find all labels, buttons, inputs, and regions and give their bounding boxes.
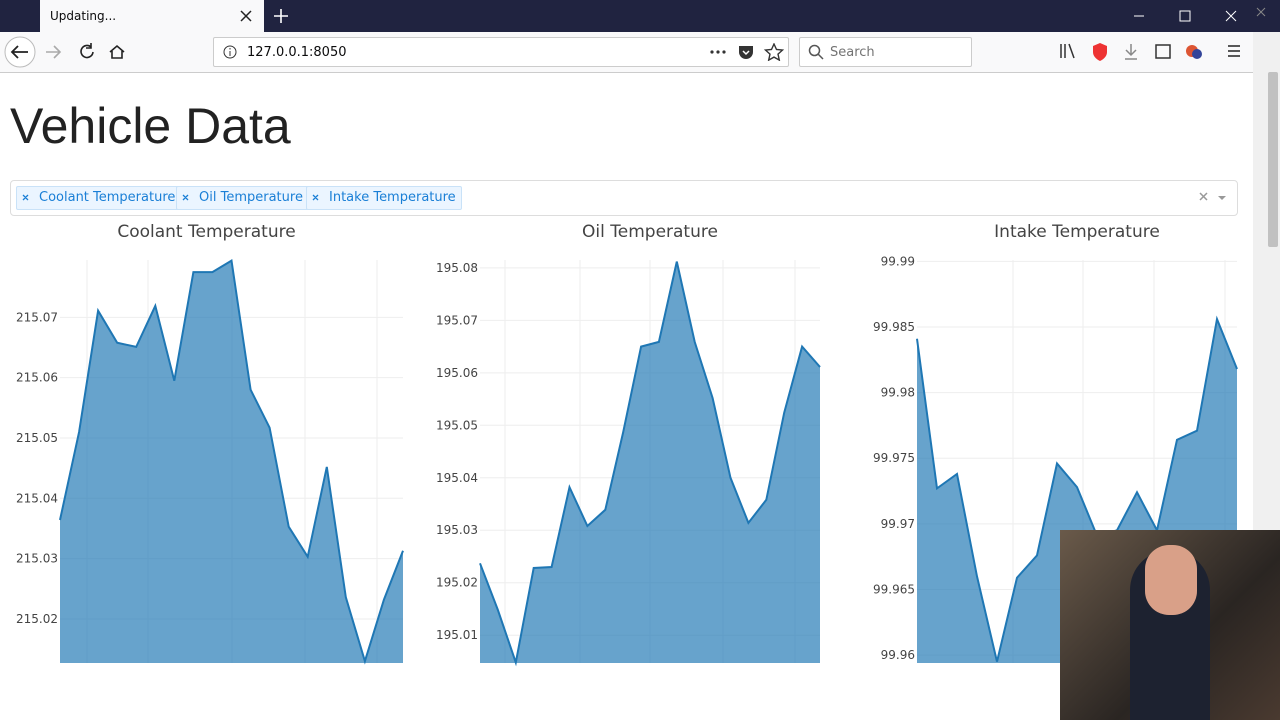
tag-label: Coolant Temperature bbox=[39, 190, 176, 205]
y-tick-label: 215.04 bbox=[16, 491, 58, 505]
tag-label: Intake Temperature bbox=[329, 190, 456, 205]
y-tick-label: 99.96 bbox=[881, 648, 915, 662]
y-tick-label: 195.05 bbox=[436, 418, 478, 432]
new-tab[interactable] bbox=[270, 6, 292, 26]
search-placeholder: Search bbox=[830, 45, 875, 60]
y-tick-label: 99.98 bbox=[881, 386, 915, 400]
y-tick-label: 215.06 bbox=[16, 371, 58, 385]
line bbox=[916, 315, 1238, 662]
selected-tag[interactable]: Coolant Temperature bbox=[16, 186, 182, 210]
chart-title: Coolant Temperature bbox=[117, 222, 295, 242]
area bbox=[480, 261, 820, 663]
info-icon bbox=[223, 45, 237, 59]
y-tick-label: 99.975 bbox=[873, 451, 915, 465]
selected-tag[interactable]: Oil Temperature bbox=[176, 186, 309, 210]
y-tick-label: 215.05 bbox=[16, 431, 58, 445]
chart-title: Oil Temperature bbox=[582, 222, 718, 242]
chart-title: Intake Temperature bbox=[994, 222, 1160, 242]
scroll-thumb[interactable] bbox=[1268, 72, 1278, 247]
selected-tag[interactable]: Intake Temperature bbox=[306, 186, 462, 210]
url-actions[interactable] bbox=[708, 43, 786, 61]
tab-title: Updating... bbox=[50, 9, 117, 23]
y-tick-label: 195.08 bbox=[436, 261, 478, 275]
y-tick-label: 99.97 bbox=[881, 517, 915, 531]
y-tick-label: 99.99 bbox=[881, 254, 915, 268]
window-controls[interactable] bbox=[1120, 4, 1280, 28]
tab-close[interactable] bbox=[240, 10, 252, 22]
y-tick-label: 215.07 bbox=[16, 310, 58, 324]
y-tick-label: 195.03 bbox=[436, 523, 478, 537]
url: 127.0.0.1:8050 bbox=[247, 45, 347, 60]
y-tick-label: 215.02 bbox=[16, 612, 58, 626]
y-tick-label: 99.985 bbox=[873, 320, 915, 334]
y-tick-label: 215.03 bbox=[16, 552, 58, 566]
y-tick-label: 195.07 bbox=[436, 313, 478, 327]
nav-buttons[interactable] bbox=[2, 34, 142, 70]
y-tick-label: 195.04 bbox=[436, 471, 478, 485]
page-title: Vehicle Data bbox=[10, 98, 291, 154]
y-tick-label: 195.01 bbox=[436, 628, 478, 642]
active-tab[interactable]: Updating... bbox=[40, 0, 264, 32]
multi-select[interactable]: Coolant Temperature Oil Temperature Inta… bbox=[10, 180, 1238, 216]
y-tick-label: 195.06 bbox=[436, 366, 478, 380]
webcam-overlay bbox=[1060, 530, 1280, 720]
y-tick-label: 99.965 bbox=[873, 582, 915, 596]
tag-label: Oil Temperature bbox=[199, 190, 303, 205]
area bbox=[60, 260, 403, 663]
line bbox=[59, 258, 404, 665]
search-box[interactable]: Search bbox=[799, 37, 972, 67]
url-bar[interactable]: 127.0.0.1:8050 bbox=[213, 37, 789, 67]
toolbar-icons[interactable] bbox=[1055, 40, 1245, 64]
y-tick-label: 195.02 bbox=[436, 576, 478, 590]
search-icon bbox=[808, 44, 824, 60]
line bbox=[479, 261, 821, 667]
webcam-face bbox=[1145, 545, 1197, 615]
select-icons bbox=[22, 192, 1226, 201]
